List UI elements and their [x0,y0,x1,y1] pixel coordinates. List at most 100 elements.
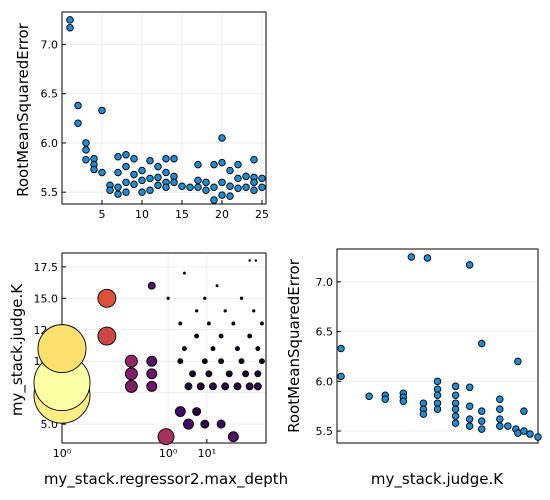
bottom-right-point [451,382,460,391]
bottom-right-plot-frame [336,248,539,444]
top-x-tick-label: 5 [99,208,106,221]
bottom-right-point [407,253,416,261]
bottom-right-point [423,254,432,262]
top-point [250,155,258,164]
top-point [122,151,130,159]
bottom-right-point [465,402,474,410]
bottom-left-point [183,418,194,430]
top-point [210,183,218,192]
bottom-right-point [496,422,504,430]
top-point [234,160,242,169]
bottom-left-point [231,321,236,326]
bottom-left-point [37,324,87,374]
bottom-left-point [238,358,245,365]
top-point [170,178,178,187]
bottom-right-point [496,415,504,423]
bottom-right-point [433,405,442,413]
top-point [194,160,202,169]
ylabel-top: RootMeanSquaredError [14,22,32,197]
top-point [258,183,266,192]
bottom-right-point [381,395,389,403]
bottom-right-point [496,405,504,413]
bottom-left-point [239,296,244,300]
bottom-left-point [254,259,258,262]
top-point [210,160,218,169]
bottom-left-point [196,382,205,391]
bottom-left-point [221,382,230,391]
bottom-left-point [227,431,239,443]
top-y-tick-label: 6.5 [41,88,59,101]
bottom-left-point [248,259,251,262]
top-point [186,183,194,192]
bottom-left-point [206,321,211,326]
bottom-right-point [451,419,460,427]
top-point [130,170,138,179]
bottom-left-point [258,358,265,365]
bottom-left-point [189,370,197,378]
bottom-right-point [399,397,408,405]
bottom-left-point [218,333,224,339]
bottom-left-point [192,407,202,416]
top-point [210,196,218,204]
bottom-right-point [477,417,486,425]
bottom-left-point [201,358,208,365]
top-y-tick-label: 7.0 [41,38,59,51]
top-point [114,168,122,177]
top-point [122,178,130,187]
bottom-left-point [254,370,262,378]
bottom-left-point [200,419,210,429]
bottom-left-y-tick-label: 17.5 [34,261,59,274]
top-point [98,106,106,115]
bottom-left-point [234,346,240,352]
ylabel-bottom-right: RootMeanSquaredError [285,258,303,433]
bottom-left-point [124,367,138,381]
top-point [82,139,90,147]
top-point [162,183,170,192]
bottom-right-point [465,261,474,269]
bottom-left-point [177,358,184,365]
top-point [122,188,130,196]
top-point [162,168,170,177]
top-point [178,182,186,191]
bottom-right-point [465,383,474,392]
bottom-right-point [433,377,442,386]
bottom-left-point [97,288,117,308]
bottom-left-point [146,380,158,392]
bottom-left-point [184,382,193,391]
top-point [218,134,226,142]
bottom-left-point [147,281,156,290]
bottom-left-point [146,368,158,380]
top-point [202,178,210,187]
top-x-tick-label: 20 [215,208,229,221]
top-point [130,180,138,189]
bottom-left-point [247,333,253,339]
top-point [98,168,106,177]
bottom-right-point [465,415,474,423]
top-point [258,174,266,183]
top-plot-frame [61,11,267,205]
top-point [138,188,146,196]
top-point [218,158,226,167]
top-point [218,178,226,187]
ylabel-bottom-left: my_stack.judge.K [8,283,27,416]
top-x-tick-label: 25 [255,208,269,221]
top-point [114,183,122,192]
bottom-right-point [365,392,373,400]
bottom-left-point [245,382,254,391]
bottom-right-y-tick-label: 6.0 [316,375,334,388]
top-point [154,173,162,182]
bottom-right-point [526,430,534,438]
top-point [74,119,82,128]
top-point [82,146,90,154]
top-point [234,174,242,183]
bottom-right-point [451,391,460,399]
top-point [194,176,202,185]
chart-panel-top: 5 10 15 20 25 5.5 6.0 6.5 7.0 [41,11,269,221]
bottom-left-point [255,346,261,352]
top-point [242,183,250,192]
top-point [226,166,234,175]
bottom-right-point [477,425,486,433]
bottom-right-point [496,395,504,403]
top-point [138,166,146,175]
